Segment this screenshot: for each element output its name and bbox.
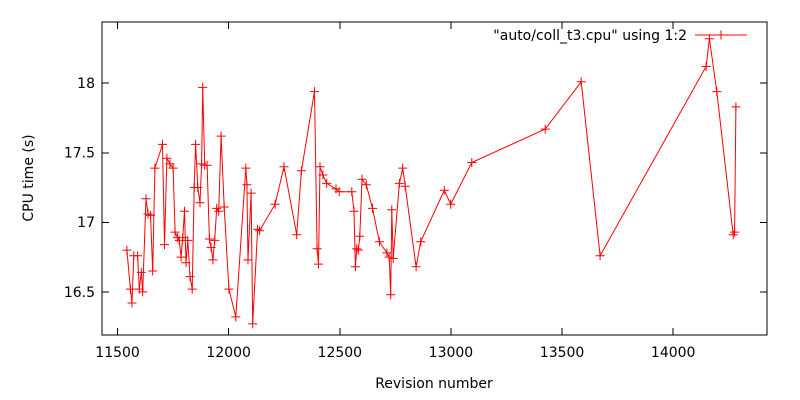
- plot-border: [101, 21, 768, 336]
- y-tick-label: 17: [77, 215, 95, 231]
- data-series: [122, 34, 741, 329]
- x-axis-label: Revision number: [375, 376, 493, 392]
- x-tick-label: 13000: [429, 345, 474, 361]
- x-tick-label: 12500: [318, 345, 363, 361]
- legend-plus-marker-icon: [716, 30, 726, 40]
- legend-label: "auto/coll_t3.cpu" using 1:2: [493, 28, 687, 44]
- plot-frame: [101, 21, 768, 336]
- x-tick-label: 12000: [206, 345, 251, 361]
- y-axis-label: CPU time (s): [21, 134, 37, 221]
- data-point-markers: [122, 34, 741, 329]
- y-tick-label: 18: [77, 76, 95, 92]
- x-tick-label: 11500: [95, 345, 140, 361]
- y-tick-label: 17.5: [64, 146, 95, 162]
- legend-line-sample: [695, 30, 747, 40]
- x-tick-label: 13500: [540, 345, 585, 361]
- x-tick-label: 14000: [651, 345, 696, 361]
- axis-ticks: 11500 12000 12500 13000 13500 14000 16.5 17 17.5…: [64, 22, 767, 361]
- y-tick-label: 16.5: [64, 285, 95, 301]
- data-series-line: [126, 38, 737, 324]
